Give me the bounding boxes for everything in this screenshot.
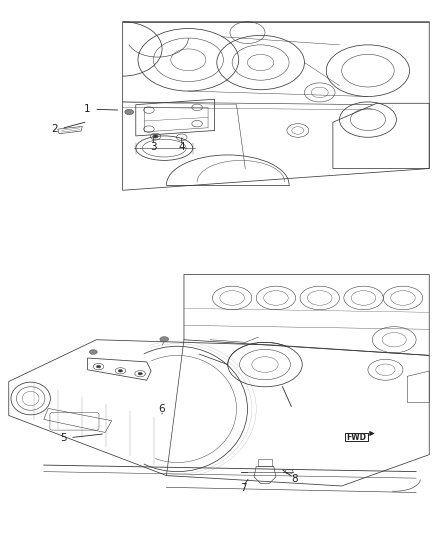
Text: 1: 1 xyxy=(84,104,91,114)
Text: 6: 6 xyxy=(159,404,166,414)
Text: FWD: FWD xyxy=(346,433,367,442)
Circle shape xyxy=(138,373,142,375)
Circle shape xyxy=(89,350,97,354)
Text: 7: 7 xyxy=(240,483,247,493)
Circle shape xyxy=(96,365,101,368)
Circle shape xyxy=(118,369,123,372)
Text: 8: 8 xyxy=(291,474,298,484)
Circle shape xyxy=(125,109,134,115)
Circle shape xyxy=(153,135,158,138)
Text: 4: 4 xyxy=(178,142,185,152)
Text: 3: 3 xyxy=(150,142,157,152)
Text: 5: 5 xyxy=(60,433,67,443)
Circle shape xyxy=(160,337,169,342)
Bar xyxy=(345,433,368,441)
Text: 2: 2 xyxy=(51,124,58,134)
